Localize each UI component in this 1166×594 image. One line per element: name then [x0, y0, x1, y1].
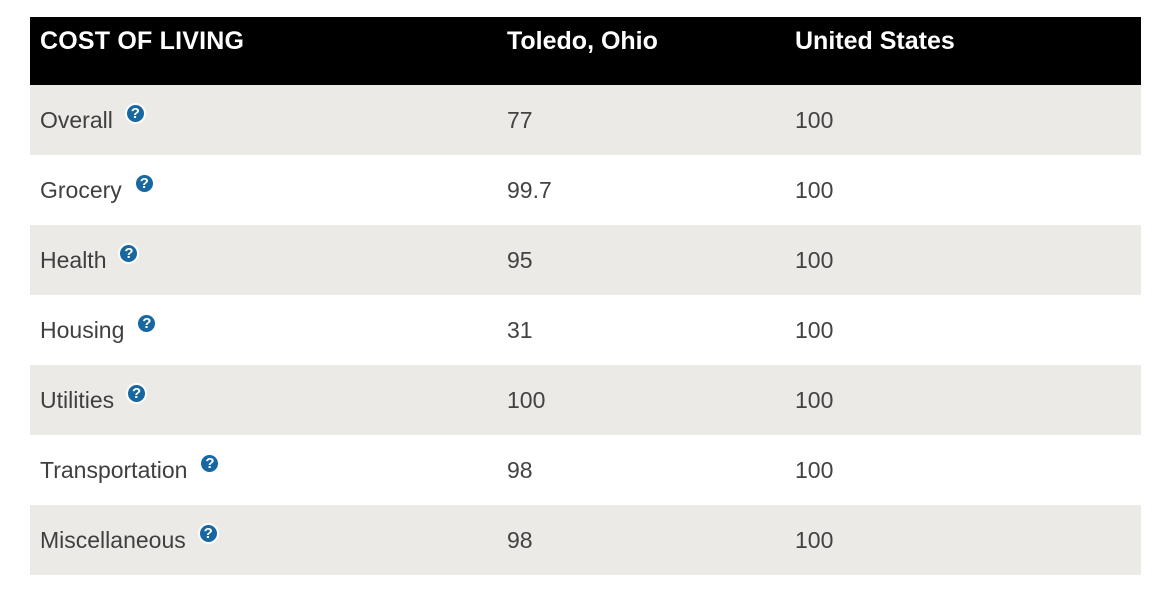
- toledo-value: 98: [507, 526, 533, 553]
- toledo-value: 95: [507, 246, 533, 273]
- us-value: 100: [795, 316, 834, 343]
- row-label: Health: [40, 246, 107, 273]
- us-value: 100: [795, 526, 834, 553]
- toledo-value: 77: [507, 106, 533, 133]
- cost-of-living-table: COST OF LIVING Toledo, Ohio United State…: [30, 17, 1141, 575]
- toledo-value: 98: [507, 456, 533, 483]
- toledo-value: 99.7: [507, 176, 552, 203]
- header-cell-toledo-ohio: Toledo, Ohio: [507, 27, 658, 55]
- us-value: 100: [795, 176, 834, 203]
- us-value: 100: [795, 456, 834, 483]
- header-cell-united-states: United States: [795, 27, 955, 55]
- help-icon[interactable]: ?: [199, 452, 221, 474]
- help-icon[interactable]: ?: [136, 312, 158, 334]
- table-header: COST OF LIVING Toledo, Ohio United State…: [30, 17, 1141, 85]
- table-row-health: Health ? 95 100: [30, 225, 1141, 295]
- table-row-housing: Housing ? 31 100: [30, 295, 1141, 365]
- table-row-miscellaneous: Miscellaneous ? 98 100: [30, 505, 1141, 575]
- row-label: Overall: [40, 106, 113, 133]
- toledo-value: 31: [507, 316, 533, 343]
- row-label: Transportation: [40, 456, 188, 483]
- table-row-overall: Overall ? 77 100: [30, 85, 1141, 155]
- row-label: Utilities: [40, 386, 115, 413]
- toledo-value: 100: [507, 386, 546, 413]
- help-icon[interactable]: ?: [133, 172, 155, 194]
- help-icon[interactable]: ?: [126, 382, 148, 404]
- row-label: Miscellaneous: [40, 526, 186, 553]
- us-value: 100: [795, 246, 834, 273]
- row-label: Grocery: [40, 176, 122, 203]
- help-icon[interactable]: ?: [118, 242, 140, 264]
- help-icon[interactable]: ?: [197, 522, 219, 544]
- us-value: 100: [795, 106, 834, 133]
- help-icon[interactable]: ?: [124, 102, 146, 124]
- header-cell-cost-of-living: COST OF LIVING: [40, 27, 245, 55]
- table-row-grocery: Grocery ? 99.7 100: [30, 155, 1141, 225]
- table-row-transportation: Transportation ? 98 100: [30, 435, 1141, 505]
- table-row-utilities: Utilities ? 100 100: [30, 365, 1141, 435]
- row-label: Housing: [40, 316, 125, 343]
- us-value: 100: [795, 386, 834, 413]
